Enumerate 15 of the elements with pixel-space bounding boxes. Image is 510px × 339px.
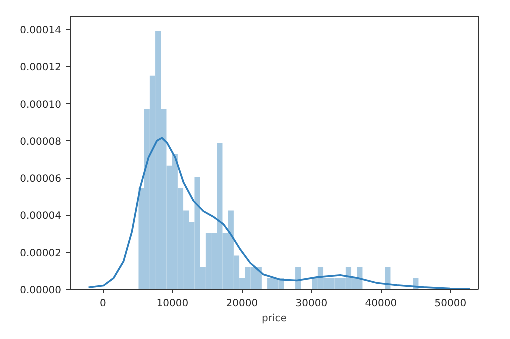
y-tick-label: 0.00010 (20, 100, 62, 111)
y-tick-label: 0.00008 (20, 136, 62, 148)
x-tick-label: 10000 (156, 298, 189, 310)
x-tick-label: 30000 (296, 298, 328, 310)
y-tick-label: 0.00012 (20, 62, 62, 74)
y-tick-label: 0.00006 (20, 174, 62, 186)
y-tick-label: 0.00002 (20, 248, 62, 260)
x-tick-label: 0 (100, 298, 106, 310)
x-axis-title: price (262, 314, 287, 324)
x-tick-label: 50000 (434, 298, 467, 310)
x-tick-label: 20000 (226, 298, 258, 310)
x-tick-label: 40000 (365, 298, 398, 310)
y-tick-label: 0.00014 (20, 26, 62, 36)
y-tick-label: 0.00004 (20, 211, 62, 222)
y-tick-label: 0.00000 (20, 286, 62, 296)
